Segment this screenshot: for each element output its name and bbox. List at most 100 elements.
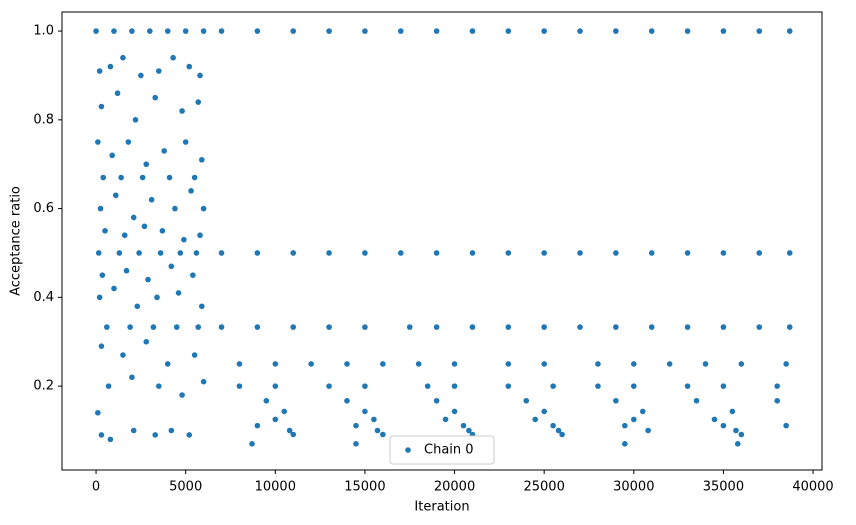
point: [541, 408, 547, 415]
point: [595, 361, 601, 367]
point: [109, 152, 115, 159]
point: [648, 250, 655, 256]
legend-marker: [405, 447, 411, 453]
point: [786, 250, 793, 256]
point: [433, 397, 440, 404]
point: [147, 28, 153, 34]
point: [179, 108, 185, 114]
point: [559, 431, 565, 438]
point: [218, 28, 225, 34]
point: [143, 161, 150, 168]
point: [197, 72, 203, 79]
point: [95, 250, 102, 256]
point: [786, 324, 793, 330]
point: [130, 427, 137, 434]
point: [451, 408, 458, 415]
point: [613, 250, 619, 256]
x-tick-label: 20000: [434, 480, 475, 495]
point: [290, 431, 297, 438]
point: [120, 352, 126, 358]
point: [613, 397, 619, 404]
point: [550, 383, 556, 389]
point: [123, 267, 130, 274]
point: [756, 250, 763, 256]
point: [164, 28, 171, 34]
point: [139, 174, 146, 181]
point: [218, 250, 225, 256]
point: [505, 361, 512, 367]
point: [469, 250, 476, 256]
point: [648, 324, 655, 330]
point: [111, 285, 117, 292]
point: [648, 28, 655, 34]
point: [666, 361, 673, 367]
point: [756, 28, 763, 34]
y-tick-label: 0.2: [33, 379, 54, 394]
x-tick-label: 0: [92, 480, 100, 495]
point: [720, 324, 727, 330]
point: [152, 94, 159, 101]
point: [272, 383, 279, 389]
point: [622, 422, 628, 429]
point: [786, 28, 793, 34]
x-tick-label: 10000: [255, 480, 296, 495]
point: [148, 196, 155, 203]
point: [783, 361, 789, 367]
point: [442, 416, 449, 423]
point: [104, 324, 110, 330]
point: [541, 28, 547, 34]
point: [95, 139, 101, 145]
point: [98, 343, 105, 349]
point: [172, 205, 178, 212]
point: [380, 361, 386, 367]
x-axis-label: Iteration: [414, 500, 469, 515]
point: [433, 250, 440, 256]
point: [783, 422, 789, 429]
legend-box: [389, 435, 495, 465]
point: [118, 174, 124, 181]
point: [98, 432, 105, 438]
point: [116, 250, 123, 256]
point: [555, 427, 562, 434]
point: [595, 383, 601, 389]
point: [195, 99, 202, 105]
x-tick-label: 40000: [792, 480, 833, 495]
point: [125, 139, 132, 145]
point: [127, 324, 133, 330]
point: [254, 422, 261, 429]
point: [96, 294, 103, 301]
point: [613, 28, 619, 34]
point: [729, 408, 736, 415]
point: [179, 392, 185, 398]
point: [93, 28, 99, 34]
point: [143, 338, 150, 345]
point: [182, 28, 189, 34]
point: [451, 383, 458, 389]
y-tick-label: 1.0: [33, 24, 54, 39]
point: [120, 54, 126, 61]
point: [114, 90, 121, 97]
y-tick-label: 0.8: [33, 112, 54, 127]
point: [711, 416, 718, 423]
point: [406, 324, 413, 330]
point: [630, 361, 637, 367]
point: [272, 416, 279, 423]
point: [193, 250, 200, 256]
point: [541, 361, 547, 367]
point: [191, 174, 198, 181]
point: [720, 383, 727, 389]
point: [155, 68, 162, 74]
point: [684, 324, 691, 330]
point: [130, 214, 137, 221]
point: [159, 227, 166, 234]
point: [173, 324, 180, 330]
point: [290, 250, 297, 256]
point: [190, 272, 196, 278]
point: [756, 324, 763, 330]
point: [645, 427, 651, 434]
point: [145, 276, 151, 283]
point: [702, 361, 709, 367]
point: [168, 263, 175, 270]
point: [505, 383, 512, 389]
point: [99, 272, 106, 278]
